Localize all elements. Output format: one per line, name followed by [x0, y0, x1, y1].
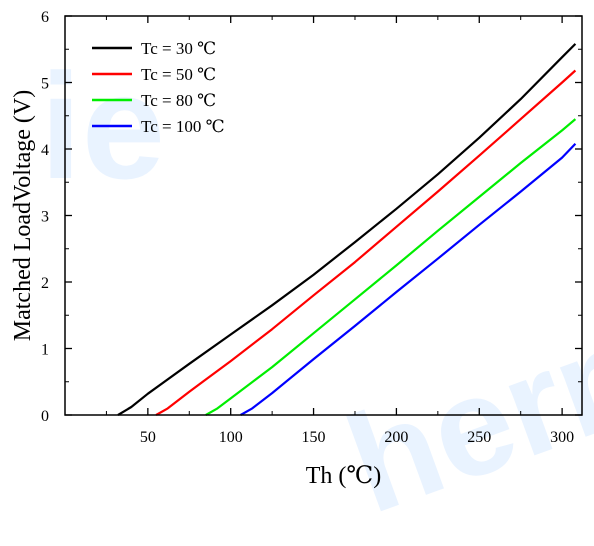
- legend-label-1: Tc = 50 ℃: [141, 65, 216, 84]
- line-chart: 50 100 150 200 250 300 0 1 2 3 4 5 6 Th (℃) Matched Lo…: [10, 9, 583, 489]
- legend-label-2: Tc = 80 ℃: [141, 91, 216, 110]
- legend-label-3: Tc = 100 ℃: [141, 117, 225, 136]
- y-tick-label-1: 1: [41, 342, 49, 359]
- y-tick-label-6: 6: [41, 9, 49, 26]
- series-line-1: [155, 69, 577, 416]
- y-tick-label-3: 3: [41, 209, 49, 226]
- y-tick-label-5: 5: [41, 76, 49, 93]
- y-axis-title: Matched LoadVoltage (V): [10, 90, 36, 341]
- y-tick-label-2: 2: [41, 275, 49, 292]
- x-tick-label-3: 200: [384, 429, 408, 446]
- x-axis-title: Th (℃): [306, 463, 382, 489]
- series-line-0: [117, 43, 577, 416]
- x-tick-label-5: 300: [550, 429, 574, 446]
- legend-label-0: Tc = 30 ℃: [141, 39, 216, 58]
- legend: Tc = 30 ℃ Tc = 50 ℃ Tc = 80 ℃ Tc = 100 ℃: [92, 39, 225, 136]
- x-tick-label-4: 250: [467, 429, 491, 446]
- axes-layer: 50 100 150 200 250 300 0 1 2 3 4 5 6 Th (℃) Matched Lo…: [10, 9, 583, 489]
- y-tick-label-0: 0: [41, 408, 49, 425]
- series-line-2: [205, 118, 577, 416]
- y-tick-label-4: 4: [41, 142, 49, 159]
- series-line-3: [240, 142, 577, 416]
- x-tick-label-1: 100: [219, 429, 243, 446]
- x-tick-label-0: 50: [140, 429, 156, 446]
- series-layer: [117, 43, 577, 416]
- x-tick-label-2: 150: [302, 429, 326, 446]
